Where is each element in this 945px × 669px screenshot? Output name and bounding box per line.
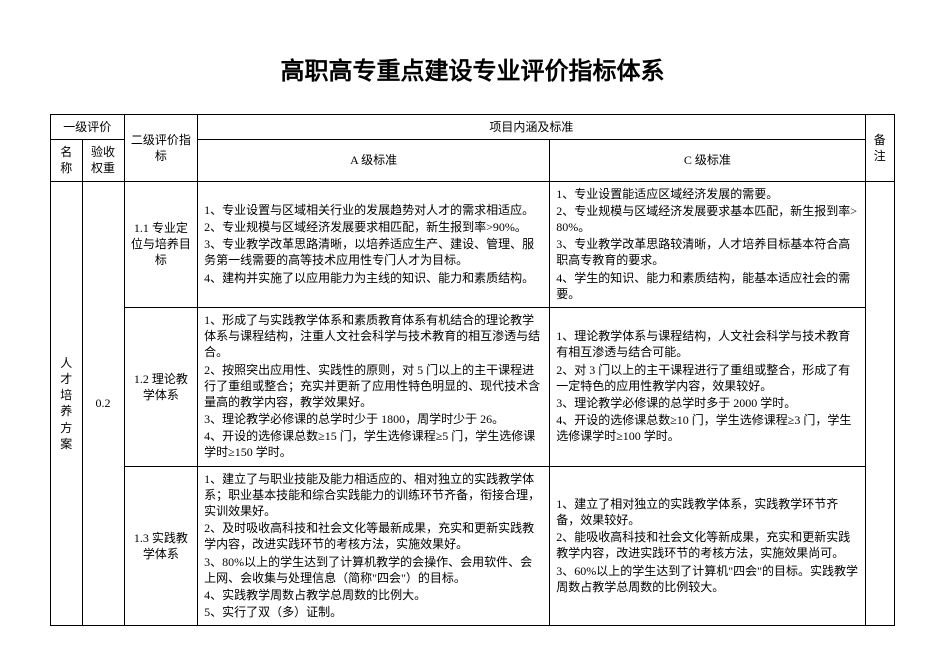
c-standard-list: 1、建立了相对独立的实践教学体系，实践教学环节齐备，效果较好。2、能吸收高科技和… <box>556 496 858 595</box>
c-standard-cell: 1、建立了相对独立的实践教学体系，实践教学环节齐备，效果较好。2、能吸收高科技和… <box>550 466 865 626</box>
list-item: 3、理论教学必修课的总学时少于 1800，周学时少于 26。 <box>204 411 543 427</box>
header-c: C 级标准 <box>550 140 865 181</box>
header-remark: 备注 <box>865 115 894 182</box>
list-item: 2、专业规模与区域经济发展要求相匹配，新生报到率>90%。 <box>204 219 543 235</box>
list-item: 3、理论教学必修课的总学时多于 2000 学时。 <box>556 395 858 411</box>
list-item: 1、专业设置与区域相关行业的发展趋势对人才的需求相适应。 <box>204 202 543 218</box>
list-item: 2、按照突出应用性、实践性的原则，对 5 门以上的主干课程进行了重组或整合；充实… <box>204 362 543 411</box>
a-standard-cell: 1、建立了与职业技能及能力相适应的、相对独立的实践教学体系；职业基本技能和综合实… <box>198 466 550 626</box>
header-content: 项目内涵及标准 <box>198 115 865 140</box>
list-item: 4、实践教学周数占教学总周数的比例大。 <box>204 587 543 603</box>
header-a: A 级标准 <box>198 140 550 181</box>
list-item: 3、专业教学改革思路清晰，以培养适应生产、建设、管理、服务第一线需要的高等技术应… <box>204 236 543 268</box>
a-standard-list: 1、建立了与职业技能及能力相适应的、相对独立的实践教学体系；职业基本技能和综合实… <box>204 471 543 621</box>
list-item: 4、学生的知识、能力和素质结构，能基本适应社会的需要。 <box>556 270 858 302</box>
table-body: 人才培养方案0.21.1 专业定位与培养目标1、专业设置与区域相关行业的发展趋势… <box>51 181 895 626</box>
evaluation-table: 一级评价 二级评价指标 项目内涵及标准 备注 名称 验收权重 A 级标准 C 级… <box>50 114 895 626</box>
section-weight: 0.2 <box>82 181 124 626</box>
list-item: 3、80%以上的学生达到了计算机教学的会操作、会用软件、会上网、会收集与处理信息… <box>204 554 543 586</box>
list-item: 4、开设的选修课总数≥15 门，学生选修课程≥5 门，学生选修课学时≥150 学… <box>204 428 543 460</box>
list-item: 3、60%以上的学生达到了计算机"四会"的目标。实践教学周数占教学总周数的比例较… <box>556 563 858 595</box>
l2-indicator: 1.1 专业定位与培养目标 <box>124 181 198 307</box>
page-title: 高职高专重点建设专业评价指标体系 <box>50 51 895 86</box>
list-item: 1、形成了与实践教学体系和素质教育体系有机结合的理论教学体系与课程结构，注重人文… <box>204 312 543 361</box>
table-row: 1.3 实践教学体系1、建立了与职业技能及能力相适应的、相对独立的实践教学体系；… <box>51 466 895 626</box>
list-item: 2、能吸收高科技和社会文化等新成果，充实和更新实践教学内容，改进实践环节的考核方… <box>556 529 858 561</box>
list-item: 2、对 3 门以上的主干课程进行了重组或整合，形成了有一定特色的应用性教学内容，… <box>556 362 858 394</box>
section-name: 人才培养方案 <box>51 181 83 626</box>
a-standard-list: 1、专业设置与区域相关行业的发展趋势对人才的需求相适应。2、专业规模与区域经济发… <box>204 202 543 286</box>
c-standard-list: 1、理论教学体系与课程结构，人文社会科学与技术教育有相互渗透与结合可能。2、对 … <box>556 328 858 444</box>
a-standard-cell: 1、专业设置与区域相关行业的发展趋势对人才的需求相适应。2、专业规模与区域经济发… <box>198 181 550 307</box>
list-item: 3、专业教学改革思路较清晰，人才培养目标基本符合高职高专教育的要求。 <box>556 236 858 268</box>
a-standard-list: 1、形成了与实践教学体系和素质教育体系有机结合的理论教学体系与课程结构，注重人文… <box>204 312 543 461</box>
a-standard-cell: 1、形成了与实践教学体系和素质教育体系有机结合的理论教学体系与课程结构，注重人文… <box>198 307 550 466</box>
header-weight: 验收权重 <box>82 140 124 181</box>
l2-indicator: 1.2 理论教学体系 <box>124 307 198 466</box>
l2-indicator: 1.3 实践教学体系 <box>124 466 198 626</box>
list-item: 1、建立了相对独立的实践教学体系，实践教学环节齐备，效果较好。 <box>556 496 858 528</box>
header-name: 名称 <box>51 140 83 181</box>
c-standard-cell: 1、理论教学体系与课程结构，人文社会科学与技术教育有相互渗透与结合可能。2、对 … <box>550 307 865 466</box>
list-item: 2、及时吸收高科技和社会文化等最新成果，充实和更新实践教学内容，改进实践环节的考… <box>204 520 543 552</box>
list-item: 1、专业设置能适应区域经济发展的需要。 <box>556 186 858 202</box>
list-item: 4、建构并实施了以应用能力为主线的知识、能力和素质结构。 <box>204 270 543 286</box>
header-l2: 二级评价指标 <box>124 115 198 182</box>
list-item: 5、实行了双（多）证制。 <box>204 604 543 620</box>
c-standard-cell: 1、专业设置能适应区域经济发展的需要。2、专业规模与区域经济发展要求基本匹配，新… <box>550 181 865 307</box>
table-row: 人才培养方案0.21.1 专业定位与培养目标1、专业设置与区域相关行业的发展趋势… <box>51 181 895 307</box>
remark-cell <box>865 181 894 626</box>
table-row: 1.2 理论教学体系1、形成了与实践教学体系和素质教育体系有机结合的理论教学体系… <box>51 307 895 466</box>
list-item: 4、开设的选修课总数≥10 门，学生选修课程≥3 门，学生选修课学时≥100 学… <box>556 412 858 444</box>
list-item: 1、建立了与职业技能及能力相适应的、相对独立的实践教学体系；职业基本技能和综合实… <box>204 471 543 520</box>
list-item: 1、理论教学体系与课程结构，人文社会科学与技术教育有相互渗透与结合可能。 <box>556 328 858 360</box>
c-standard-list: 1、专业设置能适应区域经济发展的需要。2、专业规模与区域经济发展要求基本匹配，新… <box>556 186 858 302</box>
header-l1: 一级评价 <box>51 115 125 140</box>
list-item: 2、专业规模与区域经济发展要求基本匹配，新生报到率>80%。 <box>556 203 858 235</box>
